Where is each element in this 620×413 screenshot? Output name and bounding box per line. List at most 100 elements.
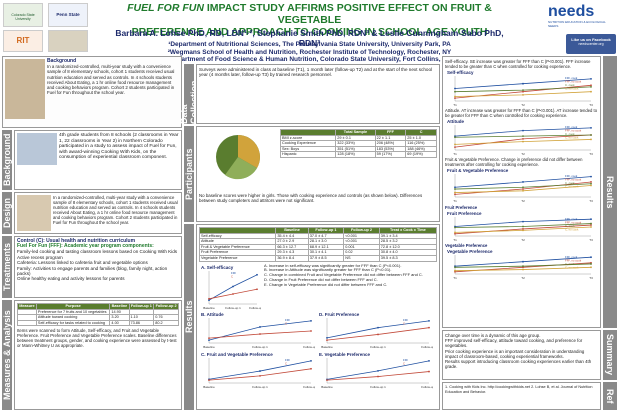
data-point	[454, 232, 456, 235]
band-results-mid: Results	[184, 224, 194, 410]
data-point	[590, 77, 592, 80]
data-point	[590, 263, 592, 266]
legend-entry: C	[285, 361, 287, 365]
data-point	[522, 265, 524, 268]
legend-entry: FFF, cook	[565, 255, 578, 259]
data-point	[232, 285, 234, 287]
data-point	[522, 89, 524, 92]
data-point	[590, 138, 592, 141]
x-tick-label: T1	[453, 238, 457, 242]
data-point	[522, 225, 524, 228]
legend-entry: FFF	[231, 271, 236, 275]
data-point	[454, 143, 456, 146]
data-point	[454, 192, 456, 194]
legend-entry: C	[231, 274, 233, 278]
band-background: Background	[2, 130, 12, 190]
results-mid-panel: Baseline Follow-up 1 Follow-up 2 Treat x Co…	[196, 224, 440, 410]
pennstate-logo: Penn State	[48, 3, 88, 27]
chart-title: D. Fruit Preference	[319, 312, 360, 317]
chart-axis	[454, 216, 591, 237]
treatments-panel: Control (C): Usual health and nutrition …	[14, 236, 182, 298]
participants-table: Total Sample FFF C BMI z-score 29 ± 0.1 22 ±…	[279, 129, 437, 158]
chart-fv-by-cook: Fruit & Vegetable Preference T1 T2 T3 FFF, c…	[447, 168, 593, 203]
legend-entry: C	[403, 321, 405, 325]
participants-pie	[199, 129, 277, 191]
data-point	[259, 374, 261, 377]
x-tick-label: T3	[589, 152, 593, 156]
band-participants: Participants	[184, 126, 194, 222]
data-point	[590, 266, 592, 269]
data-point	[454, 95, 456, 98]
data-collection-panel: Surveys were administered in class at ba…	[196, 64, 440, 124]
background-photo	[17, 133, 57, 165]
right-results-panel: Self-efficacy. SE increase was greater f…	[442, 56, 601, 328]
data-point	[310, 329, 312, 332]
data-point	[590, 225, 592, 228]
legend-entry: FFF	[403, 358, 408, 362]
legend-entry: FFF, no cook	[565, 129, 582, 133]
chart-title: Self-efficacy	[447, 70, 474, 75]
data-point	[522, 129, 524, 132]
x-tick-label: Baseline	[321, 385, 333, 389]
data-point	[310, 319, 312, 322]
legend-entry: C, cook	[565, 262, 575, 266]
legend-entry: C, no cook	[565, 136, 579, 140]
design-panel: In a randomized-controlled, multi-year s…	[14, 192, 182, 234]
legend-entry: C, no cook	[565, 227, 579, 231]
ref-panel: 1. Cooking with Kids Inc. http://cooking…	[442, 382, 601, 410]
chart-title: C. Fruit and Vegetable Preference	[201, 352, 273, 357]
data-point	[208, 297, 210, 300]
background-panel: 4th grade students from 8 schools (2 cla…	[14, 130, 182, 190]
x-tick-label: Follow-up 2	[421, 385, 433, 389]
legend-entry: C, no cook	[565, 266, 579, 270]
x-tick-label: T2	[521, 238, 525, 242]
data-point	[256, 273, 258, 276]
data-point	[522, 229, 524, 232]
data-point	[522, 135, 524, 138]
table-row: Fruit & Vegetable Preference 66.3 ± 12.7 6…	[198, 243, 438, 251]
legend-entry: FFF	[285, 318, 290, 322]
x-tick-label: Baseline	[203, 306, 215, 310]
chart-veg-by-cook: Vegetable Preference T1 T2 T3 FFF, cookFFF, …	[447, 249, 593, 280]
x-tick-label: Follow-up 1	[225, 306, 241, 310]
data-point	[590, 134, 592, 137]
x-tick-label: Follow-up 1	[252, 385, 268, 389]
data-point	[522, 190, 524, 193]
data-point	[310, 359, 312, 362]
data-point	[377, 333, 379, 335]
data-point	[454, 186, 456, 189]
band-measures: Measures & Analysis	[2, 300, 12, 410]
data-point	[522, 90, 524, 93]
legend-entry: FFF, no cook	[565, 259, 582, 263]
band-design: Design	[2, 192, 12, 234]
legend-entry: C	[285, 321, 287, 325]
data-point	[454, 188, 456, 191]
chart-axis	[326, 357, 429, 383]
x-tick-label: T3	[589, 103, 593, 107]
chart-fv-preference: C. Fruit and Vegetable Preference Baselin…	[201, 352, 315, 389]
data-point	[522, 227, 524, 230]
data-point	[522, 186, 524, 189]
chart-axis	[326, 317, 429, 343]
chart-axis	[208, 357, 311, 383]
chart-axis	[454, 255, 591, 275]
legend-entry: C, cook	[565, 132, 575, 136]
x-tick-label: T1	[453, 152, 457, 156]
chart-axis	[208, 317, 311, 343]
x-tick-label: T2	[521, 276, 525, 280]
data-point	[590, 85, 592, 88]
table-row: Preference for 7 fruits and 10 vegetable…	[17, 308, 179, 316]
legend-entry: FFF, cook	[565, 76, 578, 80]
data-point	[522, 138, 524, 140]
chart-title: B. Attitude	[201, 312, 224, 317]
data-point	[454, 270, 456, 272]
facebook-badge[interactable]: Like us on Facebook needscenter.org	[566, 34, 616, 54]
measures-table: Measure Purpose Baseline Follow-up 1 Follow…	[17, 303, 179, 327]
data-point	[590, 218, 592, 220]
data-point	[590, 223, 592, 226]
x-tick-label: T3	[589, 238, 593, 242]
